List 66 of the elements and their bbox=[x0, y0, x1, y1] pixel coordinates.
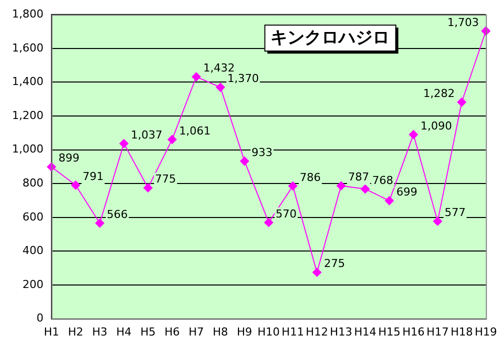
data-label: 1,090 bbox=[420, 119, 452, 132]
x-tick-label: H4 bbox=[116, 325, 132, 338]
x-tick-label: H3 bbox=[92, 325, 108, 338]
x-tick-label: H10 bbox=[258, 325, 280, 338]
x-tick-label: H19 bbox=[474, 325, 498, 338]
data-label: 699 bbox=[396, 186, 418, 199]
data-label: 775 bbox=[155, 172, 176, 186]
data-label: 1,282 bbox=[423, 87, 455, 100]
point bbox=[433, 216, 442, 226]
data-label: 787 bbox=[348, 170, 370, 184]
x-tick-label: H17 bbox=[426, 325, 449, 338]
data-label: 1,432 bbox=[203, 62, 235, 75]
point bbox=[71, 180, 80, 190]
y-tick-label: 1,600 bbox=[12, 41, 44, 54]
point bbox=[240, 156, 250, 166]
point bbox=[95, 218, 104, 228]
x-tick-label: H13 bbox=[330, 325, 352, 338]
point bbox=[216, 82, 225, 92]
y-tick-label: 800 bbox=[22, 176, 44, 190]
point bbox=[408, 130, 418, 140]
x-tick-label: H6 bbox=[164, 325, 180, 338]
point bbox=[144, 183, 153, 192]
x-tick-label: H8 bbox=[212, 325, 228, 338]
data-label: 570 bbox=[276, 207, 297, 220]
x-tick-label: H9 bbox=[236, 325, 252, 338]
x-tick-label: H7 bbox=[188, 325, 204, 338]
data-label: 786 bbox=[300, 170, 321, 184]
x-tick-label: H16 bbox=[402, 325, 425, 338]
point bbox=[384, 196, 394, 206]
point bbox=[168, 134, 177, 144]
y-tick-label: 1,200 bbox=[12, 108, 44, 122]
y-tick-label: 0 bbox=[36, 312, 44, 325]
data-label: 768 bbox=[372, 174, 394, 187]
text: キンクロハジロ bbox=[270, 28, 390, 48]
point bbox=[119, 139, 128, 148]
data-label: 275 bbox=[324, 257, 345, 270]
point bbox=[264, 218, 274, 227]
x-tick-label: H11 bbox=[282, 325, 304, 338]
data-label: 1,037 bbox=[130, 128, 162, 142]
point bbox=[457, 98, 466, 107]
data-label: 577 bbox=[444, 206, 466, 220]
point bbox=[336, 181, 346, 190]
y-tick-label: 1,800 bbox=[12, 7, 44, 20]
y-tick-label: 400 bbox=[22, 244, 44, 258]
y-tick-label: 1,000 bbox=[12, 142, 44, 156]
data-label: 899 bbox=[58, 152, 80, 165]
y-tick-label: 200 bbox=[22, 278, 44, 291]
point bbox=[288, 181, 298, 190]
x-tick-label: H18 bbox=[450, 325, 473, 338]
data-label: 933 bbox=[252, 146, 273, 159]
point bbox=[192, 72, 201, 82]
x-tick-label: H15 bbox=[378, 325, 400, 338]
data-label: 1,703 bbox=[447, 16, 479, 29]
data-label: 791 bbox=[82, 170, 104, 183]
data-label: 566 bbox=[106, 208, 128, 222]
x-tick-label: H2 bbox=[68, 325, 84, 338]
x-tick-label: H14 bbox=[354, 325, 376, 338]
data-label: 1,061 bbox=[179, 124, 211, 138]
point bbox=[312, 268, 322, 277]
y-tick-label: 1,400 bbox=[12, 75, 44, 88]
y-tick-label: 600 bbox=[22, 210, 44, 224]
data-label: 1,370 bbox=[227, 72, 259, 86]
x-tick-label: H12 bbox=[306, 325, 328, 338]
x-tick-label: H1 bbox=[44, 325, 60, 338]
point bbox=[360, 184, 370, 194]
x-tick-label: H5 bbox=[140, 325, 156, 338]
